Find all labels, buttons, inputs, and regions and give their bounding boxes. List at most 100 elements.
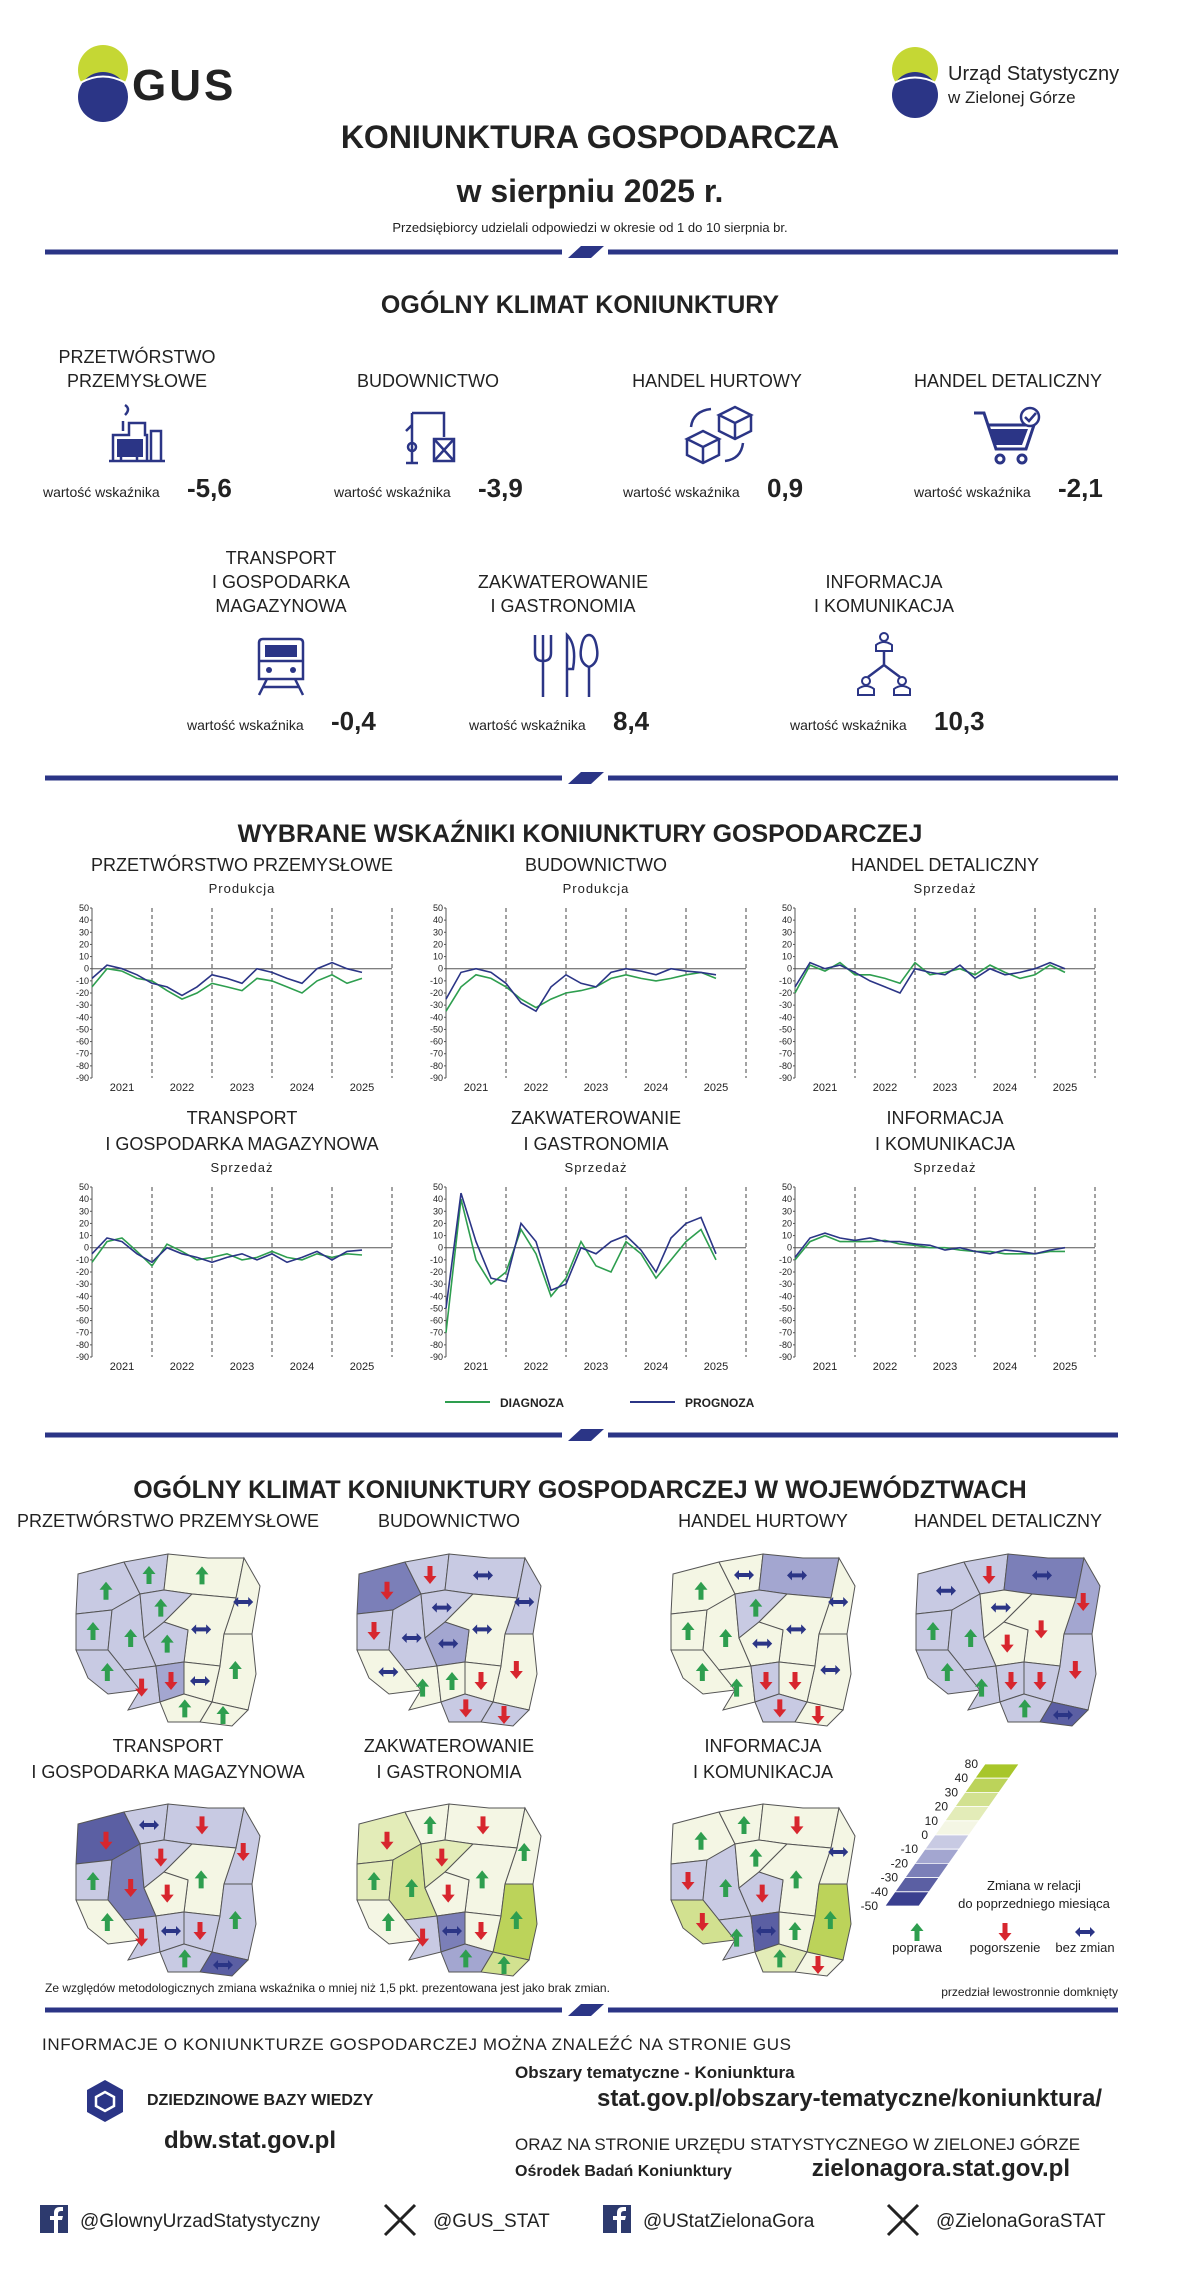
trend-arrow bbox=[191, 1624, 212, 1635]
x-tick-label: 2021 bbox=[813, 1361, 837, 1373]
map-title: I KOMUNIKACJA bbox=[693, 1762, 833, 1782]
y-tick-label: -40 bbox=[430, 1291, 443, 1301]
y-tick-label: 10 bbox=[782, 1231, 792, 1241]
trend-arrow bbox=[438, 1638, 459, 1649]
item-label: HANDEL HURTOWY bbox=[632, 371, 802, 391]
trend-arrow bbox=[910, 1923, 924, 1941]
y-tick-label: -70 bbox=[779, 1049, 792, 1059]
trend-arrow bbox=[514, 1597, 535, 1607]
y-tick-label: -70 bbox=[779, 1328, 792, 1338]
item-label: PRZEMYSŁOWE bbox=[67, 371, 207, 391]
icon bbox=[109, 403, 165, 463]
trend-arrow bbox=[823, 1911, 837, 1929]
scale-band bbox=[954, 1792, 1000, 1807]
y-tick-label: 30 bbox=[782, 1206, 792, 1216]
y-tick-label: -40 bbox=[76, 1291, 89, 1301]
y-tick-label: -90 bbox=[779, 1073, 792, 1083]
trend-arrow bbox=[730, 1928, 744, 1947]
scale-label: 30 bbox=[945, 1785, 959, 1799]
trend-arrow bbox=[1053, 1710, 1073, 1720]
trend-arrow bbox=[759, 1672, 773, 1690]
facebook-icon bbox=[613, 2207, 626, 2233]
scale-band bbox=[944, 1806, 990, 1822]
logo-text: GUS bbox=[132, 61, 236, 110]
trend-arrow bbox=[160, 1634, 174, 1653]
y-tick-label: -60 bbox=[430, 1316, 443, 1326]
divider-mark bbox=[568, 246, 604, 258]
x-tick-label: 2021 bbox=[464, 1361, 488, 1373]
scale-caption: do poprzedniego miesiąca bbox=[958, 1896, 1111, 1911]
y-tick-label: 30 bbox=[433, 927, 443, 937]
logo-arc bbox=[79, 75, 127, 84]
item-label: BUDOWNICTWO bbox=[357, 371, 499, 391]
x-icon bbox=[383, 2203, 417, 2237]
x-tick-label: 2021 bbox=[813, 1082, 837, 1094]
trend-arrow bbox=[695, 1663, 709, 1681]
y-tick-label: 50 bbox=[782, 903, 792, 913]
trend-arrow bbox=[124, 1879, 138, 1897]
trend-arrow bbox=[936, 1585, 956, 1596]
y-tick-label: -70 bbox=[430, 1049, 443, 1059]
x-tick-label: 2021 bbox=[110, 1082, 134, 1094]
trend-arrow bbox=[1004, 1672, 1018, 1690]
y-tick-label: 20 bbox=[79, 939, 89, 949]
social-handle: @ZielonaGoraSTAT bbox=[936, 2211, 1106, 2232]
item-value: 10,3 bbox=[934, 706, 985, 736]
facebook-icon bbox=[50, 2207, 63, 2233]
y-tick-label: -60 bbox=[779, 1037, 792, 1047]
y-tick-label: 40 bbox=[79, 1194, 89, 1204]
subtitle: Przedsiębiorcy udzielali odpowiedzi w ok… bbox=[392, 220, 787, 235]
trend-arrow bbox=[982, 1566, 996, 1584]
trend-arrow bbox=[737, 1816, 751, 1834]
trend-arrow bbox=[367, 1622, 381, 1640]
trend-arrow bbox=[380, 1581, 394, 1600]
icon bbox=[1016, 453, 1028, 465]
x-tick-label: 2023 bbox=[584, 1361, 608, 1373]
social-handle: @GlownyUrzadStatystyczny bbox=[80, 2211, 320, 2232]
item-value: 0,9 bbox=[767, 473, 803, 503]
x-icon bbox=[886, 2203, 920, 2237]
trend-arrow bbox=[940, 1663, 954, 1681]
item-value: -3,9 bbox=[478, 473, 523, 503]
chart-subtitle: Sprzedaż bbox=[211, 1160, 274, 1175]
map-title: HANDEL HURTOWY bbox=[678, 1511, 848, 1531]
trend-arrow bbox=[367, 1872, 381, 1890]
y-tick-label: -80 bbox=[779, 1340, 792, 1350]
map-title: HANDEL DETALICZNY bbox=[914, 1511, 1102, 1531]
logo-circle bbox=[78, 72, 128, 122]
note: przedział lewostronnie domknięty bbox=[941, 1985, 1118, 1999]
y-tick-label: 20 bbox=[782, 939, 792, 949]
item-value: -5,6 bbox=[187, 473, 232, 503]
x-tick-label: 2024 bbox=[290, 1082, 314, 1094]
chart-subtitle: Produkcja bbox=[563, 881, 630, 896]
item-label: ZAKWATEROWANIE bbox=[478, 572, 648, 592]
y-tick-label: 50 bbox=[782, 1182, 792, 1192]
icon bbox=[897, 676, 907, 686]
trend-arrow bbox=[789, 1870, 803, 1889]
icon bbox=[257, 637, 305, 696]
trend-arrow bbox=[1068, 1661, 1082, 1679]
y-tick-label: 0 bbox=[84, 964, 89, 974]
icon bbox=[879, 632, 889, 642]
trend-arrow bbox=[178, 1699, 192, 1718]
scale-label: 0 bbox=[921, 1828, 928, 1842]
trend-arrow bbox=[213, 1960, 233, 1970]
trend-arrow bbox=[828, 1847, 849, 1857]
trend-arrow bbox=[459, 1949, 473, 1968]
y-tick-label: -80 bbox=[76, 1340, 89, 1350]
y-tick-label: -80 bbox=[779, 1061, 792, 1071]
trend-arrow bbox=[730, 1678, 744, 1697]
logo-arc bbox=[893, 76, 937, 84]
y-tick-label: 10 bbox=[433, 952, 443, 962]
series-line bbox=[91, 1237, 363, 1268]
divider-mark bbox=[568, 772, 604, 784]
y-tick-label: 0 bbox=[84, 1243, 89, 1253]
x-tick-label: 2021 bbox=[464, 1082, 488, 1094]
trend-arrow bbox=[990, 1602, 1011, 1613]
x-tick-label: 2022 bbox=[524, 1361, 548, 1373]
icon bbox=[857, 632, 911, 696]
social-handle: @GUS_STAT bbox=[433, 2211, 550, 2232]
y-tick-label: -40 bbox=[779, 1012, 792, 1022]
x-tick-label: 2022 bbox=[524, 1082, 548, 1094]
trend-arrow bbox=[788, 1672, 802, 1690]
